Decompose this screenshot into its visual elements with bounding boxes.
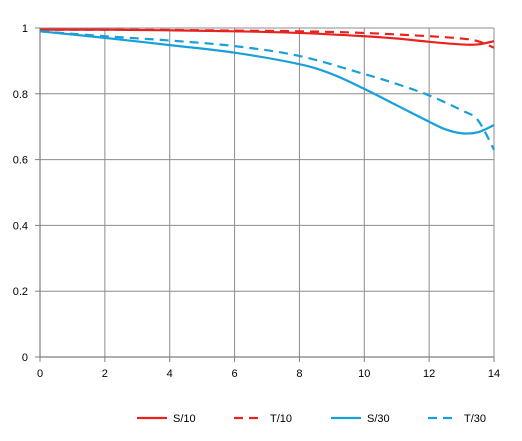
x-tick-label-7: 14 — [488, 368, 500, 380]
y-tick-label-0: 0 — [22, 352, 28, 364]
x-tick-label-2: 4 — [167, 368, 173, 380]
y-tick-label-5: 1 — [22, 23, 28, 35]
x-tick-label-3: 6 — [232, 368, 238, 380]
y-tick-label-4: 0.8 — [13, 89, 28, 101]
legend: S/10 T/10 S/30 T/30 — [137, 413, 486, 425]
legend-item-s-10: S/10 — [137, 413, 196, 425]
y-tick-label-3: 0.6 — [13, 155, 28, 167]
y-tick-label-1: 0.2 — [13, 286, 28, 298]
series-line-t-10 — [40, 28, 495, 49]
legend-item-t-30: T/30 — [428, 413, 486, 425]
y-tick-label-2: 0.4 — [13, 220, 28, 232]
series-lines — [40, 28, 495, 151]
series-line-s-30 — [40, 30, 495, 135]
x-tick-label-0: 0 — [37, 368, 43, 380]
series-line-t-30 — [40, 30, 495, 151]
legend-item-t-10: T/10 — [234, 413, 292, 425]
x-tick-label-4: 8 — [296, 368, 302, 380]
axes — [35, 27, 495, 362]
legend-label-t-10: T/10 — [270, 413, 292, 425]
grid — [40, 27, 495, 357]
tick-labels: 0 2 4 6 8 10 12 14 0 0.2 0.4 0.6 0.8 1 — [13, 23, 500, 380]
x-tick-label-1: 2 — [102, 368, 108, 380]
x-tick-label-5: 10 — [358, 368, 370, 380]
legend-label-s-30: S/30 — [367, 413, 390, 425]
series-line-s-10 — [40, 28, 495, 46]
legend-label-s-10: S/10 — [173, 413, 196, 425]
legend-label-t-30: T/30 — [464, 413, 486, 425]
legend-item-s-30: S/30 — [331, 413, 390, 425]
x-tick-label-6: 12 — [423, 368, 435, 380]
